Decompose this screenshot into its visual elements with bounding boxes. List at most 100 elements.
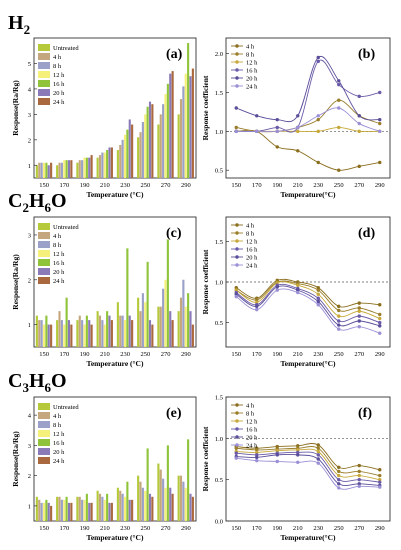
bar-24-h-290 bbox=[191, 496, 194, 521]
bar-untreated-190 bbox=[76, 496, 79, 521]
legend-swatch bbox=[38, 439, 50, 446]
y-tick-label: 0.5 bbox=[215, 477, 223, 484]
bar-4-h-230 bbox=[119, 315, 122, 347]
x-tick-label: 150 bbox=[231, 525, 241, 532]
y-tick-label: 5 bbox=[28, 61, 31, 68]
x-tick-label: 150 bbox=[231, 351, 241, 358]
series-line-24-h bbox=[236, 107, 380, 133]
bar-4-h-190 bbox=[78, 315, 81, 347]
bar-12-h-250 bbox=[144, 114, 147, 178]
line-chart-panel-3: 150 170 190 210 230 250 270 290 0.5 1.0 1.5 Tempera… bbox=[201, 216, 391, 368]
y-tick-label: 2 bbox=[28, 473, 31, 480]
bar-untreated-230 bbox=[116, 487, 119, 521]
y-tick-label: 3 bbox=[28, 443, 31, 450]
legend-swatch bbox=[38, 259, 50, 266]
x-tick-label: 290 bbox=[375, 182, 385, 189]
legend-label: 8 h bbox=[53, 242, 62, 249]
bar-4-h-150 bbox=[38, 499, 41, 521]
data-point bbox=[357, 121, 361, 126]
data-point bbox=[275, 459, 279, 464]
data-point bbox=[357, 477, 361, 482]
data-point bbox=[255, 450, 259, 455]
legend-marker bbox=[235, 60, 239, 64]
bar-24-h-230 bbox=[131, 320, 134, 347]
legend-label: 20 h bbox=[246, 75, 258, 82]
data-point bbox=[275, 129, 279, 134]
legend-marker bbox=[235, 76, 239, 80]
legend-marker bbox=[235, 68, 239, 72]
bar-4-h-170 bbox=[58, 162, 61, 178]
legend-label: 12 h bbox=[246, 418, 258, 425]
y-tick-label: 1.5 bbox=[215, 239, 223, 246]
legend-marker bbox=[235, 239, 239, 243]
data-point bbox=[357, 94, 361, 99]
bar-8-h-150 bbox=[40, 162, 43, 178]
bar-16-h-150 bbox=[45, 499, 48, 521]
y-tick-label: 1 bbox=[28, 322, 31, 329]
bar-20-h-150 bbox=[47, 502, 50, 521]
bar-8-h-210 bbox=[101, 320, 104, 347]
bar-untreated-170 bbox=[56, 165, 59, 178]
bar-24-h-270 bbox=[171, 320, 174, 347]
bar-untreated-210 bbox=[96, 157, 99, 178]
legend-swatch bbox=[38, 241, 50, 248]
x-tick-label: 190 bbox=[80, 525, 90, 532]
bar-8-h-250 bbox=[141, 122, 144, 178]
legend-label: 12 h bbox=[53, 251, 65, 258]
bar-untreated-270 bbox=[157, 306, 160, 347]
bar-16-h-270 bbox=[166, 239, 169, 347]
bar-20-h-270 bbox=[169, 311, 172, 347]
bar-8-h-230 bbox=[121, 139, 124, 178]
bar-20-h-250 bbox=[148, 493, 152, 521]
data-point bbox=[296, 453, 300, 457]
data-point bbox=[337, 482, 341, 486]
bar-20-h-210 bbox=[108, 147, 111, 178]
x-tick-label: 210 bbox=[293, 351, 303, 358]
bar-8-h-210 bbox=[101, 496, 104, 521]
x-axis-label: Temperature (°C) bbox=[87, 533, 144, 542]
data-point bbox=[337, 473, 341, 478]
bar-untreated-210 bbox=[96, 490, 99, 521]
bar-8-h-170 bbox=[60, 320, 63, 347]
data-point bbox=[316, 129, 320, 134]
data-point bbox=[275, 449, 279, 453]
x-tick-label: 170 bbox=[60, 351, 70, 358]
legend-marker bbox=[235, 411, 239, 415]
y-tick-label: 0.5 bbox=[215, 168, 223, 175]
data-point bbox=[255, 448, 259, 452]
bar-16-h-270 bbox=[166, 445, 169, 521]
data-point bbox=[378, 324, 382, 328]
data-point bbox=[275, 444, 279, 449]
legend-label: 20 h bbox=[53, 449, 65, 456]
legend-swatch bbox=[38, 53, 50, 60]
bar-16-h-150 bbox=[45, 162, 48, 178]
bar-12-h-190 bbox=[83, 324, 86, 347]
bar-16-h-170 bbox=[65, 297, 68, 347]
bar-20-h-290 bbox=[189, 493, 192, 521]
line-chart-panel-5: 150 170 190 210 230 250 270 290 0.0 0.5 1.0 1.5 Temp… bbox=[201, 395, 391, 542]
x-tick-label: 270 bbox=[354, 351, 364, 358]
bar-12-h-250 bbox=[144, 490, 147, 521]
data-point bbox=[234, 129, 238, 134]
data-point bbox=[378, 303, 382, 307]
legend-marker bbox=[235, 52, 239, 56]
bar-untreated-270 bbox=[157, 124, 160, 178]
data-point bbox=[234, 106, 238, 110]
legend-marker bbox=[235, 231, 239, 235]
bar-chart-panel-2: 150 170 190 210 230 250 270 290 1 2 3 Temperature (… bbox=[11, 216, 197, 368]
data-point bbox=[357, 309, 361, 313]
legend-label: 24 h bbox=[53, 278, 65, 285]
panel-label: (e) bbox=[166, 406, 182, 421]
legend-marker bbox=[235, 263, 239, 267]
x-tick-label: 270 bbox=[354, 182, 364, 189]
data-point bbox=[337, 323, 341, 327]
bar-16-h-170 bbox=[65, 160, 68, 178]
legend-marker bbox=[235, 223, 239, 227]
series-line-8-h bbox=[236, 446, 380, 476]
gas-label-c3h6o-main: C3H6O bbox=[8, 370, 67, 395]
data-point bbox=[378, 485, 382, 489]
data-point bbox=[357, 324, 361, 329]
bar-8-h-170 bbox=[60, 162, 63, 178]
legend-label: 8 h bbox=[53, 422, 62, 429]
data-point bbox=[337, 82, 341, 87]
